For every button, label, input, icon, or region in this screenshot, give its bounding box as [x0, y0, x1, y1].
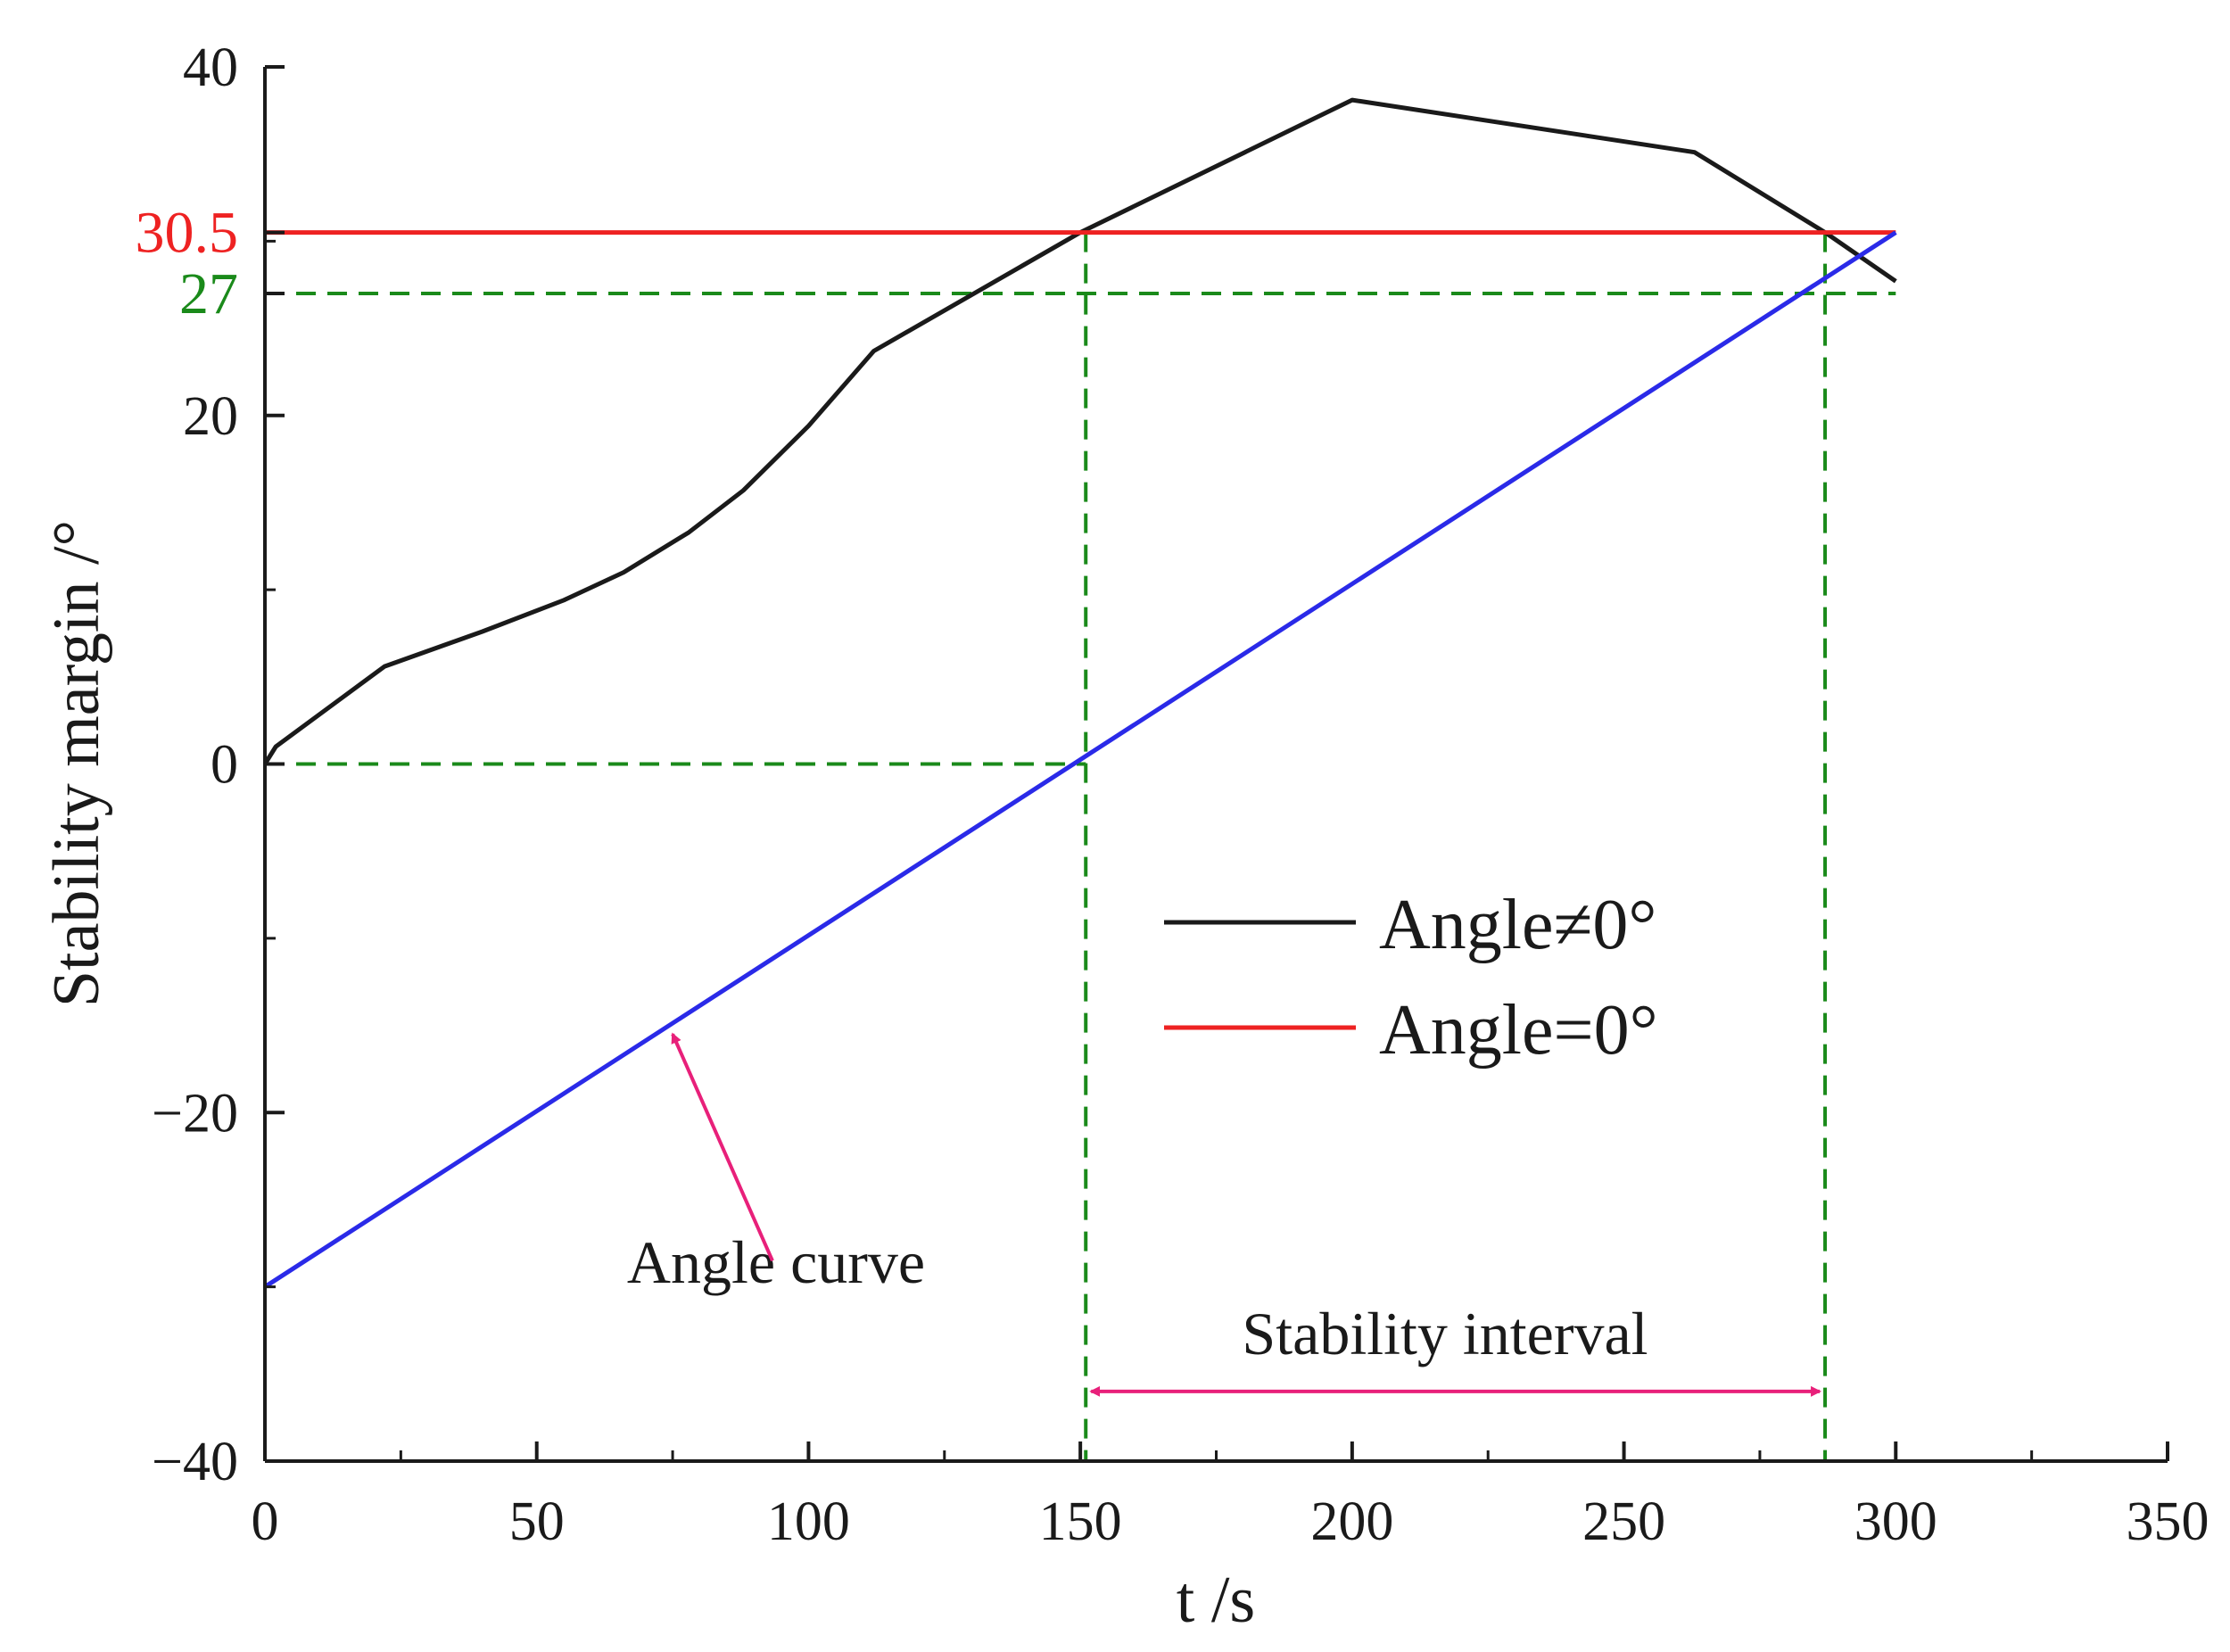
- annotation-stability-interval-label: Stability interval: [1242, 1300, 1648, 1367]
- x-tick-label: 200: [1310, 1491, 1393, 1552]
- x-tick-label: 350: [2127, 1491, 2209, 1552]
- y-axis-title: Stability margin /°: [40, 520, 113, 1007]
- annotations: Angle curve Stability interval: [627, 1032, 1822, 1397]
- x-tick-label: 300: [1854, 1491, 1937, 1552]
- x-tick-label: 250: [1582, 1491, 1665, 1552]
- series-line-0: [262, 97, 1897, 765]
- annotation-angle-curve-arrow: [671, 1032, 774, 1262]
- x-tick-label: 150: [1039, 1491, 1122, 1552]
- x-tick-label: 100: [767, 1491, 850, 1552]
- series-line-2: [263, 230, 1897, 1289]
- extra-y-label: 30.5: [136, 201, 239, 266]
- x-axis-title: t /s: [1177, 1564, 1255, 1637]
- reference-lines: [265, 232, 1896, 1461]
- legend: Angle≠0° Angle=0°: [1164, 886, 1658, 1070]
- x-tick-label: 0: [252, 1491, 279, 1552]
- legend-label-angle-nonzero: Angle≠0°: [1379, 886, 1656, 964]
- reference-value-labels: 30.527: [136, 201, 285, 326]
- plot-series: [262, 97, 1897, 1289]
- tick-labels: 0 50 100 150 200 250 300 350 −40 −20 0 20 40: [152, 37, 2209, 1552]
- legend-label-angle-zero: Angle=0°: [1379, 991, 1658, 1070]
- y-tick-label: −20: [152, 1083, 238, 1144]
- annotation-angle-curve-label: Angle curve: [627, 1228, 925, 1296]
- x-tick-label: 50: [509, 1491, 565, 1552]
- y-tick-label: 40: [183, 37, 238, 98]
- axis-ticks: [263, 65, 2169, 1463]
- y-tick-label: −40: [152, 1432, 238, 1492]
- extra-y-label: 27: [179, 261, 238, 326]
- y-tick-label: 20: [183, 386, 238, 447]
- y-tick-label: 0: [211, 735, 238, 796]
